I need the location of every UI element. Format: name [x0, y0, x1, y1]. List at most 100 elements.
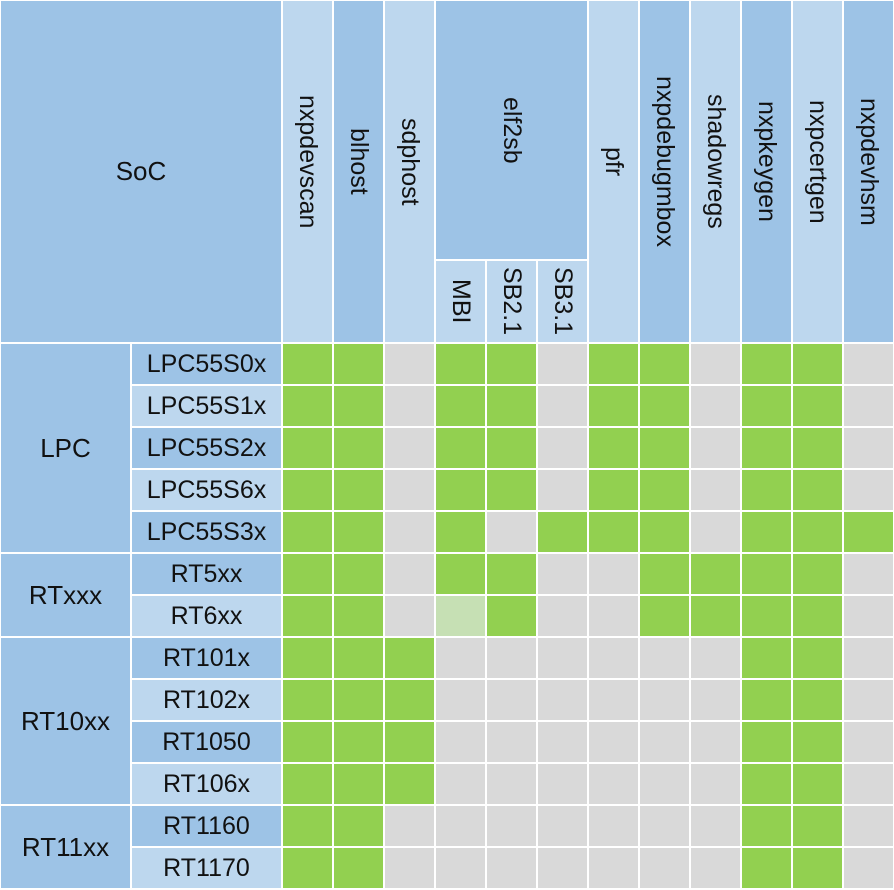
support-cell-yes: [435, 469, 486, 511]
tool-label-sdphost: sdphost: [396, 117, 424, 206]
support-cell-yes: [639, 343, 690, 385]
support-cell-yes: [792, 553, 843, 595]
tool-label-nxpkeygen: nxpkeygen: [753, 101, 781, 222]
support-cell-yes: [435, 343, 486, 385]
support-cell-yes: [588, 469, 639, 511]
support-cell-yes: [792, 511, 843, 553]
support-cell-no: [486, 763, 537, 805]
support-cell-yes: [333, 763, 384, 805]
support-cell-no: [843, 595, 894, 637]
support-cell-yes: [792, 847, 843, 889]
tool-header-nxpdevscan: [282, 0, 333, 343]
support-cell-no: [843, 469, 894, 511]
support-cell-yes: [486, 595, 537, 637]
support-cell-yes: [843, 511, 894, 553]
soc-family-LPC: [0, 343, 131, 553]
support-cell-yes: [282, 343, 333, 385]
support-cell-no: [843, 427, 894, 469]
tool-header-pfr: [588, 0, 639, 343]
soc-device-RT5xx: [131, 553, 282, 595]
support-cell-yes: [792, 385, 843, 427]
soc-device-RT106x: [131, 763, 282, 805]
support-cell-yes: [741, 427, 792, 469]
support-cell-yes: [639, 385, 690, 427]
support-cell-yes: [792, 805, 843, 847]
support-cell-no: [588, 847, 639, 889]
support-cell-no: [588, 721, 639, 763]
support-cell-no: [843, 763, 894, 805]
support-cell-yes: [282, 805, 333, 847]
support-cell-yes: [333, 679, 384, 721]
support-cell-yes: [741, 343, 792, 385]
support-cell-no: [843, 679, 894, 721]
support-cell-no: [537, 805, 588, 847]
support-cell-yes: [384, 679, 435, 721]
support-cell-yes: [792, 469, 843, 511]
soc-header-cell: [0, 0, 282, 343]
support-cell-no: [639, 805, 690, 847]
soc-family-RTxxx: [0, 553, 131, 637]
support-cell-no: [486, 847, 537, 889]
support-cell-no: [537, 469, 588, 511]
subtool-header-SB3.1: [537, 260, 588, 343]
support-cell-yes: [792, 679, 843, 721]
soc-device-label: LPC55S0x: [146, 349, 267, 378]
subtool-label-SB3.1: SB3.1: [549, 267, 577, 336]
support-cell-yes: [792, 427, 843, 469]
soc-device-label: RT106x: [162, 769, 251, 798]
support-cell-yes: [333, 469, 384, 511]
soc-device-label: RT5xx: [170, 559, 243, 588]
support-cell-no: [486, 511, 537, 553]
support-cell-yes: [435, 385, 486, 427]
tool-label-blhost: blhost: [345, 128, 373, 195]
support-cell-yes: [639, 427, 690, 469]
support-cell-no: [588, 637, 639, 679]
support-cell-yes: [486, 385, 537, 427]
soc-device-LPC55S1x: [131, 385, 282, 427]
tool-header-blhost: [333, 0, 384, 343]
support-cell-yes: [690, 553, 741, 595]
support-cell-yes: [792, 763, 843, 805]
soc-device-label: LPC55S2x: [146, 433, 267, 462]
support-cell-yes: [792, 721, 843, 763]
support-cell-no: [384, 805, 435, 847]
tool-label-nxpdevscan: nxpdevscan: [294, 94, 322, 229]
subtool-header-MBI: [435, 260, 486, 343]
support-cell-no: [537, 385, 588, 427]
support-cell-no: [690, 343, 741, 385]
soc-device-label: RT102x: [162, 685, 251, 714]
support-cell-yes: [282, 511, 333, 553]
support-cell-no: [843, 343, 894, 385]
support-cell-no: [639, 721, 690, 763]
support-cell-yes: [486, 469, 537, 511]
support-cell-no: [639, 847, 690, 889]
soc-device-label: RT6xx: [170, 601, 243, 630]
support-cell-yes: [333, 427, 384, 469]
support-cell-yes: [639, 595, 690, 637]
support-cell-no: [690, 469, 741, 511]
support-cell-no: [690, 721, 741, 763]
support-cell-yes: [639, 511, 690, 553]
support-cell-no: [486, 637, 537, 679]
support-cell-yes: [384, 763, 435, 805]
support-cell-no: [486, 679, 537, 721]
support-cell-yes: [282, 469, 333, 511]
support-cell-yes: [384, 637, 435, 679]
support-cell-no: [690, 511, 741, 553]
support-cell-no: [486, 721, 537, 763]
support-cell-yes: [741, 469, 792, 511]
support-cell-yes: [435, 511, 486, 553]
tool-label-shadowregs: shadowregs: [702, 94, 730, 229]
soc-header-label: SoC: [115, 156, 167, 186]
support-cell-no: [435, 721, 486, 763]
support-cell-yes: [282, 427, 333, 469]
support-cell-no: [588, 805, 639, 847]
tool-label-nxpdevhsm: nxpdevhsm: [855, 97, 883, 226]
support-cell-yes: [588, 511, 639, 553]
support-cell-no: [384, 427, 435, 469]
support-cell-yes: [435, 553, 486, 595]
soc-device-RT1050: [131, 721, 282, 763]
tool-label-nxpcertgen: nxpcertgen: [804, 99, 832, 224]
support-cell-yes: [333, 385, 384, 427]
